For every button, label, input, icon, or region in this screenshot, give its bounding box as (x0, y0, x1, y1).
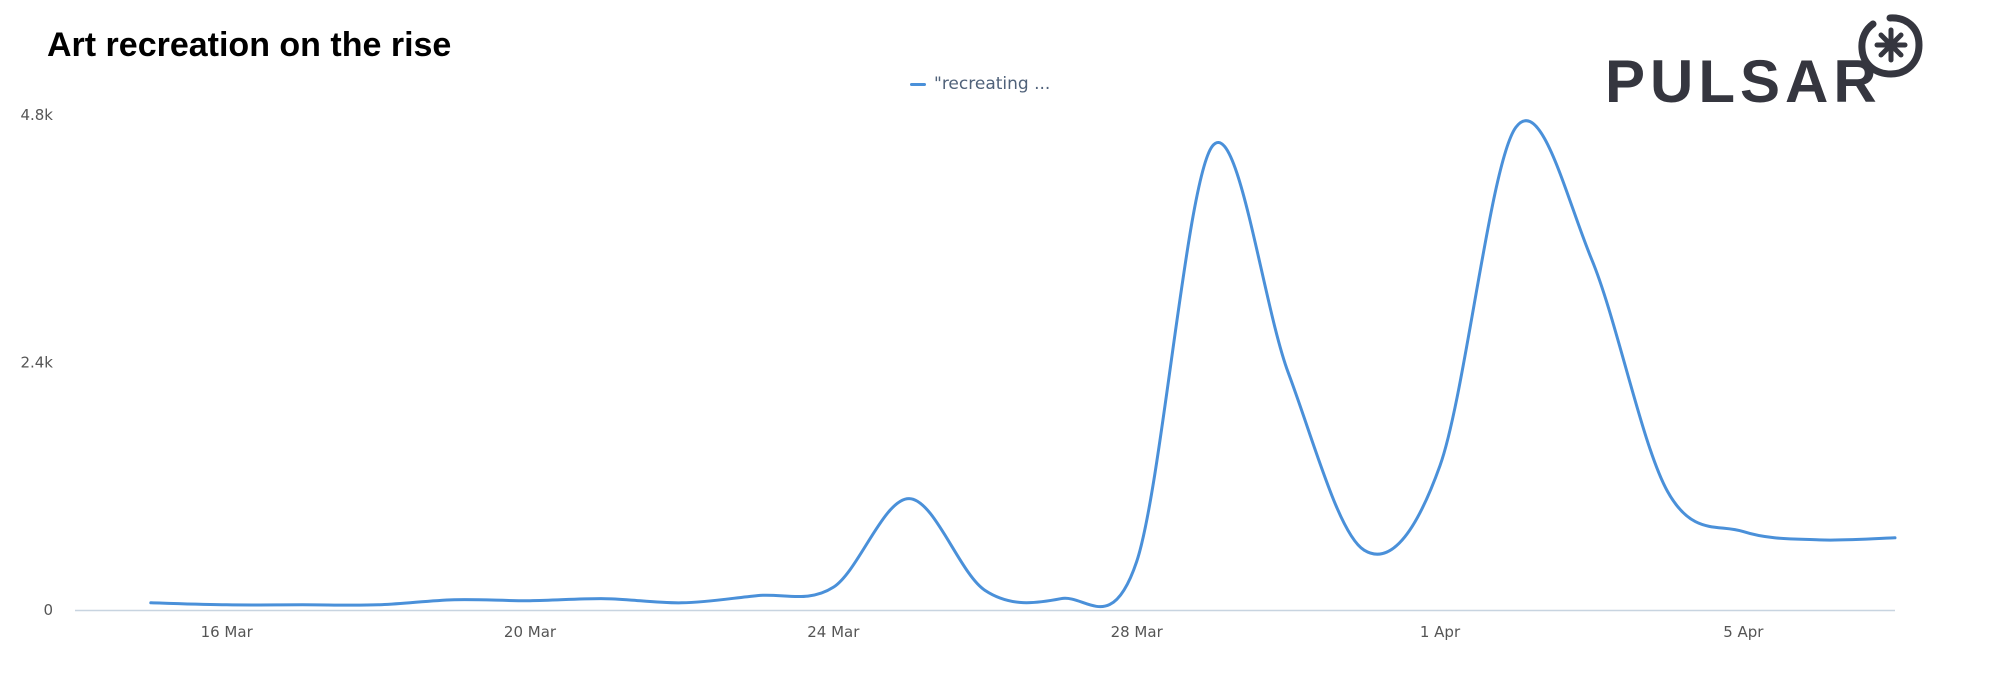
x-tick-label: 5 Apr (1723, 623, 1764, 641)
data-point[interactable] (678, 599, 686, 607)
legend-label[interactable]: "recreating ... (934, 74, 1051, 94)
data-point[interactable] (1284, 369, 1292, 377)
x-tick-label: 1 Apr (1420, 623, 1461, 641)
data-point[interactable] (1739, 528, 1747, 536)
legend-swatch (910, 82, 926, 86)
data-point[interactable] (754, 592, 762, 600)
data-point[interactable] (299, 601, 307, 609)
logo-text: PULSAR (1605, 48, 1882, 115)
chart-legend[interactable]: "recreating ... (910, 72, 1050, 96)
data-point[interactable] (602, 595, 610, 603)
data-point[interactable] (1360, 546, 1368, 554)
data-point[interactable] (223, 601, 231, 609)
data-point[interactable] (905, 495, 913, 503)
data-point[interactable] (450, 596, 458, 604)
data-point[interactable] (374, 601, 382, 609)
data-point[interactable] (147, 599, 155, 607)
series-line[interactable] (149, 119, 1897, 609)
y-tick-label: 0 (43, 601, 53, 619)
asterisk-circle-icon (1858, 14, 1923, 78)
data-point[interactable] (1209, 142, 1217, 150)
data-point[interactable] (1436, 462, 1444, 470)
data-point[interactable] (526, 597, 534, 605)
data-point[interactable] (1057, 595, 1065, 603)
y-tick-label: 4.8k (20, 106, 53, 124)
data-point[interactable] (829, 583, 837, 591)
data-point[interactable] (1815, 536, 1823, 544)
x-tick-label: 16 Mar (201, 623, 254, 641)
chart-title: Art recreation on the rise (47, 26, 452, 64)
data-point[interactable] (1133, 558, 1141, 566)
y-tick-label: 2.4k (20, 354, 53, 372)
x-tick-label: 28 Mar (1111, 623, 1164, 641)
data-point[interactable] (1891, 534, 1899, 542)
data-point[interactable] (1664, 487, 1672, 495)
data-point[interactable] (1512, 123, 1520, 131)
data-point[interactable] (1588, 255, 1596, 263)
pulsar-logo: PULSAR (1605, 12, 1935, 112)
x-tick-label: 20 Mar (504, 623, 557, 641)
x-tick-label: 24 Mar (807, 623, 860, 641)
data-point[interactable] (981, 586, 989, 594)
